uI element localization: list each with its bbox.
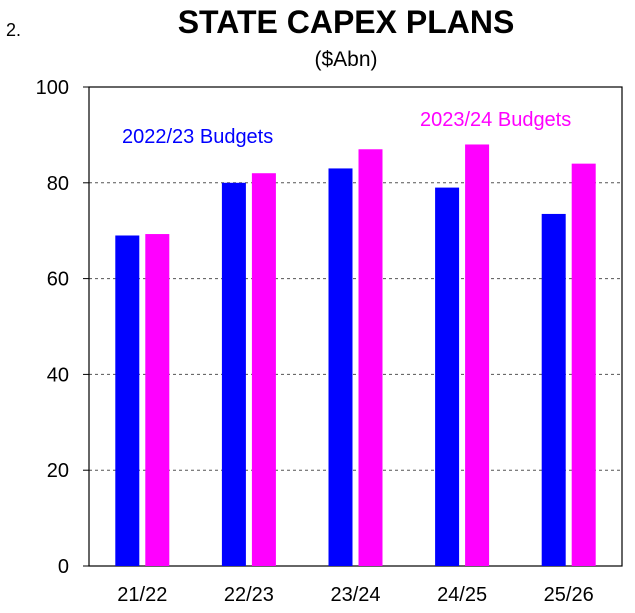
y-tick-label: 60: [47, 269, 69, 291]
figure-number: 2.: [6, 20, 21, 40]
bars: [115, 144, 596, 567]
x-tick-label: 21/22: [117, 584, 167, 606]
legend-2023-24-budgets: 2023/24 Budgets: [420, 109, 571, 131]
bar-blue-21-22: [115, 235, 140, 567]
y-tick-label: 0: [58, 556, 69, 578]
x-tick-label: 25/26: [544, 584, 594, 606]
chart-subtitle: ($Abn): [314, 48, 377, 71]
bar-blue-22-23: [221, 182, 246, 567]
x-tick-label: 22/23: [224, 584, 274, 606]
y-axis-ticks: 0 20 40 60 80 100: [36, 77, 89, 578]
y-tick-label: 20: [47, 460, 69, 482]
legend-2022-23-budgets: 2022/23 Budgets: [122, 126, 273, 148]
chart-title: STATE CAPEX PLANS: [178, 4, 515, 40]
bar-blue-24-25: [435, 187, 460, 566]
x-tick-label: 24/25: [437, 584, 487, 606]
bar-magenta-23-24: [358, 149, 383, 566]
y-tick-label: 100: [36, 77, 69, 99]
y-tick-label: 80: [47, 173, 69, 195]
bar-blue-23-24: [328, 168, 353, 566]
gridlines: [89, 182, 622, 471]
bar-magenta-25-26: [571, 163, 596, 566]
y-tick-label: 40: [47, 364, 69, 386]
x-axis-ticks: 21/22 22/23 23/24 24/25 25/26: [117, 584, 593, 606]
bar-blue-25-26: [541, 213, 566, 566]
bar-magenta-24-25: [465, 144, 490, 567]
bar-magenta-22-23: [251, 173, 276, 566]
bar-magenta-21-22: [145, 234, 170, 567]
x-tick-label: 23/24: [330, 584, 380, 606]
plot-frame: [88, 86, 623, 567]
